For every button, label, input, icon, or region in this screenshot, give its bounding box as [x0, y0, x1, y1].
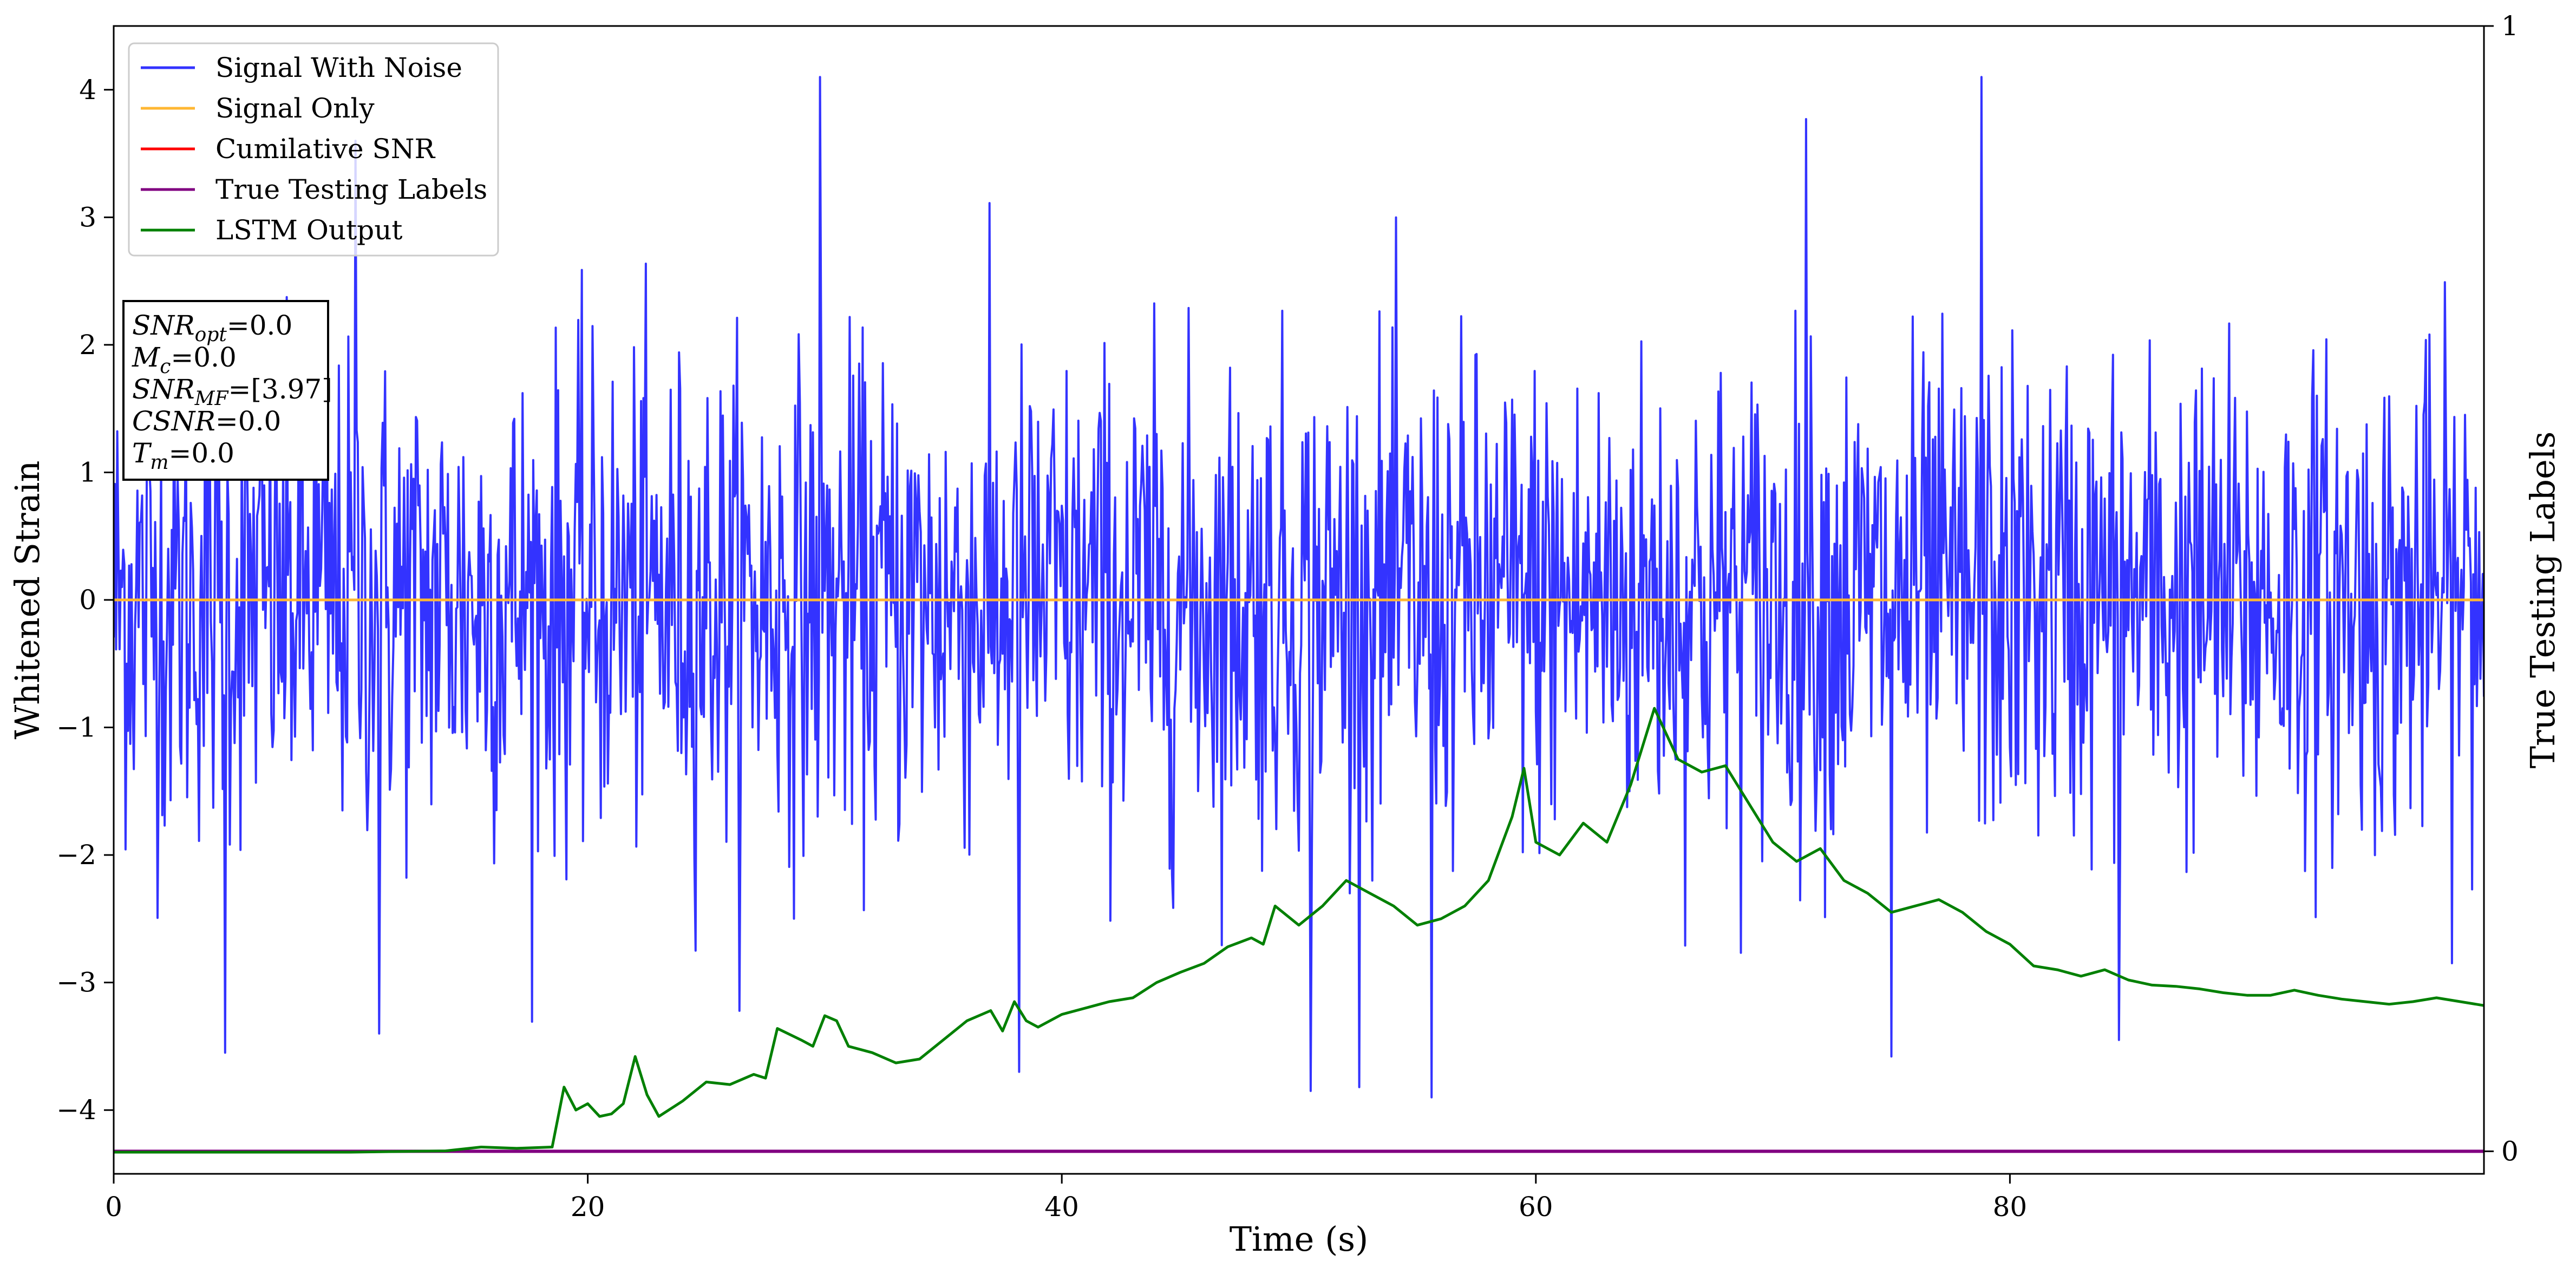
info-line: Mc=0.0 [132, 342, 237, 378]
y-tick-label: −1 [56, 712, 96, 743]
y-axis: −4 −3 −2 −1 0 1 2 3 4 [56, 74, 114, 1126]
legend: Signal With Noise Signal Only Cumilative S… [128, 42, 499, 257]
y2-axis: 01 [2484, 10, 2519, 1167]
y-tick-label: 0 [79, 584, 96, 616]
y-tick-label: 4 [79, 74, 96, 106]
x-axis-title: Time (s) [1230, 1219, 1369, 1259]
y-axis-title: Whitened Strain [8, 461, 47, 740]
legend-box [128, 42, 499, 257]
x-axis: 0 20 40 60 80 [105, 1174, 2027, 1223]
y-tick-label: −2 [56, 839, 96, 871]
info-line: CSNR=0.0 [132, 406, 281, 437]
info-line: SNRopt=0.0 [132, 310, 292, 346]
x-tick-label: 0 [105, 1191, 122, 1223]
info-box-frame [122, 300, 329, 481]
legend-label: Signal With Noise [215, 52, 462, 83]
legend-label: LSTM Output [215, 214, 402, 246]
legend-label: Signal Only [215, 93, 375, 124]
series-lstm-output [114, 707, 2484, 1154]
y-tick-label: 2 [79, 329, 96, 361]
y-tick-label: −4 [56, 1094, 96, 1126]
x-tick-label: 60 [1519, 1191, 1553, 1223]
series-layer [114, 76, 2484, 1154]
x-tick-label: 20 [571, 1191, 605, 1223]
info-box: SNRopt=0.0Mc=0.0SNRMF=[3.97]CSNR=0.0Tm=0… [122, 300, 332, 481]
x-tick-label: 80 [1993, 1191, 2028, 1223]
y2-tick-label: 0 [2501, 1135, 2519, 1167]
legend-label: True Testing Labels [215, 174, 487, 205]
legend-label: Cumilative SNR [215, 133, 435, 165]
y-tick-label: 3 [79, 201, 96, 233]
y2-tick-label: 1 [2501, 10, 2519, 42]
series-signal-with-noise [114, 76, 2484, 1099]
y2-axis-title: True Testing Labels [2523, 432, 2562, 769]
y-tick-label: 1 [79, 456, 96, 488]
info-line: SNRMF=[3.97] [132, 374, 332, 410]
x-tick-label: 40 [1044, 1191, 1079, 1223]
info-line: Tm=0.0 [132, 437, 234, 474]
y-tick-label: −3 [56, 967, 96, 998]
